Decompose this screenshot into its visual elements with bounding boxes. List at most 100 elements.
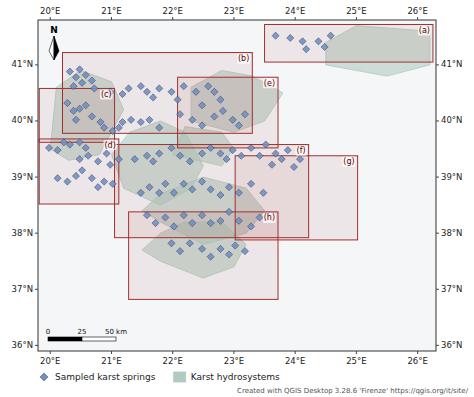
x-tick-top xyxy=(295,17,296,20)
spring-point xyxy=(225,184,232,191)
y-tick xyxy=(35,177,38,178)
spring-point xyxy=(217,150,224,157)
x-tick-label-top: 20°E xyxy=(40,6,60,16)
region-label: (b) xyxy=(238,54,249,63)
spring-point xyxy=(217,96,224,103)
spring-point xyxy=(223,156,230,163)
spring-point xyxy=(94,158,101,165)
spring-point xyxy=(54,147,61,154)
spring-point xyxy=(54,175,61,182)
spring-point xyxy=(66,141,73,148)
spring-point xyxy=(176,111,183,118)
spring-point xyxy=(256,152,263,159)
spring-point xyxy=(229,116,236,123)
x-tick-label-top: 24°E xyxy=(285,6,305,16)
x-tick-label: 24°E xyxy=(285,356,305,366)
spring-point xyxy=(278,156,285,163)
spring-point xyxy=(284,147,291,154)
spring-point xyxy=(76,66,83,73)
spring-point xyxy=(315,38,322,45)
spring-point xyxy=(170,189,177,196)
spring-point xyxy=(85,152,92,159)
spring-point xyxy=(229,147,236,154)
spring-point xyxy=(174,96,181,103)
spring-point xyxy=(162,180,169,187)
spring-point xyxy=(180,180,187,187)
spring-point xyxy=(150,158,157,165)
spring-point xyxy=(189,186,196,193)
x-tick-label-top: 25°E xyxy=(346,6,366,16)
spring-point xyxy=(247,223,254,230)
spring-point xyxy=(189,116,196,123)
spring-point xyxy=(143,88,150,95)
spring-point xyxy=(156,85,163,92)
spring-point xyxy=(127,116,134,123)
spring-point xyxy=(327,32,334,39)
scale-bar-label: 50 km xyxy=(105,328,127,336)
y-tick-label: 41°N xyxy=(12,59,33,69)
y-tick-right xyxy=(436,289,439,290)
x-tick-label-top: 23°E xyxy=(224,6,244,16)
region-label-bg xyxy=(103,140,116,150)
spring-point xyxy=(260,189,267,196)
spring-point xyxy=(186,158,193,165)
spring-point xyxy=(88,77,95,84)
x-tick-top xyxy=(233,17,234,20)
spring-point xyxy=(170,223,177,230)
spring-point xyxy=(91,85,98,92)
spring-point xyxy=(115,156,122,163)
x-tick xyxy=(295,351,296,354)
x-tick-label-top: 21°E xyxy=(101,6,121,16)
y-tick-right xyxy=(436,177,439,178)
x-tick-label: 25°E xyxy=(346,356,366,366)
spring-point xyxy=(180,83,187,90)
x-tick-label: 21°E xyxy=(101,356,121,366)
region-label-bg xyxy=(342,157,355,167)
y-tick xyxy=(35,64,38,65)
spring-point xyxy=(82,71,89,78)
spring-point xyxy=(287,34,294,41)
region-box xyxy=(178,77,278,148)
spring-point xyxy=(82,144,89,151)
spring-point xyxy=(211,113,218,120)
x-tick-top xyxy=(50,17,51,20)
x-tick-top xyxy=(417,17,418,20)
spring-point xyxy=(205,83,212,90)
y-tick-label: 36°N xyxy=(12,340,33,350)
region-label: (a) xyxy=(419,26,430,35)
region-label: (h) xyxy=(264,213,275,222)
region-labels: (a)(b)(c)(d)(e)(f)(g)(h) xyxy=(100,26,431,223)
credit-text: Created with QGIS Desktop 3.28.6 'Firenz… xyxy=(237,387,469,395)
spring-point xyxy=(207,186,214,193)
spring-point xyxy=(176,152,183,159)
x-tick-label: 23°E xyxy=(224,356,244,366)
spring-point xyxy=(88,113,95,120)
spring-point xyxy=(143,152,150,159)
spring-point xyxy=(72,74,79,81)
map-chart: (a)(b)(c)(d)(e)(f)(g)(h)20°E20°E21°E21°E… xyxy=(0,0,474,397)
spring-point xyxy=(296,156,303,163)
spring-point xyxy=(70,83,77,90)
y-tick-label: 40°N xyxy=(12,115,33,125)
region-box xyxy=(39,139,119,204)
region-label: (c) xyxy=(101,90,112,99)
spring-point xyxy=(207,253,214,260)
spring-point xyxy=(198,178,205,185)
region-label-bg xyxy=(263,213,276,223)
spring-point xyxy=(303,46,310,53)
spring-point xyxy=(198,122,205,129)
spring-point xyxy=(180,212,187,219)
spring-point xyxy=(109,180,116,187)
y-tick-label: 39°N xyxy=(12,172,33,182)
north-arrow: N xyxy=(49,25,59,60)
x-tick-label: 26°E xyxy=(407,356,427,366)
spring-point xyxy=(211,88,218,95)
spring-point xyxy=(225,251,232,258)
region-label: (d) xyxy=(104,141,115,150)
region-box xyxy=(39,88,114,142)
spring-point xyxy=(241,248,248,255)
spring-point xyxy=(156,124,163,131)
spring-point xyxy=(198,102,205,109)
x-tick xyxy=(417,351,418,354)
region-label-bg xyxy=(237,54,250,64)
